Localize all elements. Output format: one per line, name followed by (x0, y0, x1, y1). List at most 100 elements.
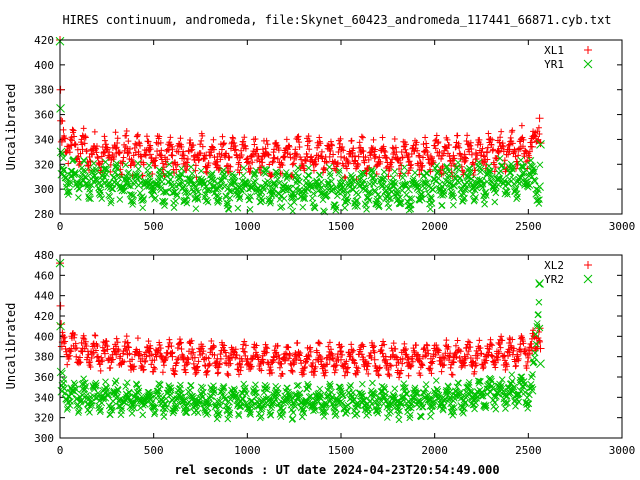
data-point-yr2 (516, 386, 526, 396)
data-point-yr1 (213, 183, 222, 193)
data-point-yr2 (471, 390, 481, 400)
y-tick-label: 340 (34, 391, 54, 404)
data-point-xl1 (100, 147, 109, 156)
data-point-yr1 (145, 181, 155, 190)
data-point-xl1 (157, 151, 166, 160)
data-point-yr2 (89, 391, 99, 401)
data-point-xl2 (168, 352, 177, 361)
data-point-yr1 (57, 169, 67, 179)
data-point-yr1 (392, 186, 402, 195)
series-yr2 (55, 258, 545, 424)
data-point-xl1 (536, 139, 545, 148)
data-point-yr1 (404, 184, 413, 194)
data-point-yr2 (134, 395, 144, 404)
data-point-xl2 (123, 350, 132, 359)
data-point-yr1 (269, 184, 278, 194)
data-point-yr2 (168, 396, 177, 405)
data-point-yr1 (246, 183, 256, 193)
y-tick-label: 340 (34, 133, 54, 146)
y-tick-label: 400 (34, 59, 54, 72)
data-point-xl1 (370, 154, 379, 163)
data-point-xl2 (157, 352, 166, 361)
data-point-yr2 (370, 397, 380, 406)
data-point-yr1 (56, 147, 66, 157)
x-tick-label: 0 (57, 444, 64, 457)
chart-title: HIRES continuum, andromeda, file:Skynet_… (62, 13, 611, 27)
data-point-yr1 (201, 182, 211, 192)
data-point-xl1 (292, 152, 301, 161)
data-point-xl1 (471, 149, 480, 158)
data-point-yr2 (224, 397, 233, 406)
data-point-xl1 (381, 154, 390, 163)
data-point-xl2 (337, 355, 345, 364)
data-point-xl2 (134, 351, 143, 360)
data-point-yr1 (449, 181, 458, 190)
data-point-xl1 (393, 154, 402, 163)
data-point-yr2 (325, 397, 335, 406)
data-point-yr1 (359, 184, 368, 194)
data-point-xl1 (325, 152, 334, 161)
data-point-xl2 (89, 348, 98, 357)
data-point-yr1 (314, 186, 323, 195)
y-tick-label: 360 (34, 109, 54, 122)
data-point-xl2 (505, 348, 514, 357)
data-point-yr1 (134, 181, 144, 190)
y-tick-label: 460 (34, 269, 54, 282)
y-axis-label-top: Uncalibrated (4, 84, 18, 171)
data-point-xl2 (393, 355, 402, 364)
data-point-yr1 (100, 178, 110, 188)
data-point-xl2 (202, 353, 211, 362)
data-point-xl1 (348, 152, 357, 161)
data-point-yr2 (415, 396, 425, 405)
data-point-yr1 (471, 178, 481, 188)
x-tick-label: 3000 (609, 444, 636, 457)
data-point-yr2 (190, 396, 200, 405)
data-point-xl1 (337, 152, 345, 161)
data-point-yr1 (460, 179, 469, 189)
data-point-yr2 (302, 397, 312, 406)
series-xl2 (56, 259, 545, 381)
data-point-yr1 (78, 176, 87, 185)
data-point-xl2 (438, 353, 447, 362)
data-point-yr2 (494, 388, 503, 398)
data-point-yr2 (56, 321, 65, 331)
data-point-xl1 (213, 152, 222, 161)
data-point-xl1 (460, 150, 469, 159)
data-point-yr1 (168, 182, 177, 192)
data-point-xl1 (202, 151, 211, 160)
x-tick-label: 0 (57, 220, 64, 233)
data-point-yr1 (111, 179, 121, 189)
data-point-yr1 (123, 179, 132, 189)
x-axis-label: rel seconds : UT date 2024-04-23T20:54:4… (174, 463, 499, 477)
plot-frame (59, 39, 623, 215)
data-point-yr2 (111, 393, 121, 403)
x-tick-label: 500 (144, 444, 164, 457)
data-point-yr1 (224, 183, 233, 193)
data-point-yr1 (347, 184, 357, 194)
data-point-yr1 (280, 184, 290, 194)
data-point-yr1 (190, 182, 200, 192)
data-point-xl1 (269, 154, 278, 163)
data-point-yr2 (535, 279, 544, 288)
data-point-xl1 (57, 116, 66, 125)
data-point-xl2 (269, 355, 278, 364)
y-tick-label: 380 (34, 351, 54, 364)
data-point-xl1 (112, 149, 121, 158)
data-point-xl1 (89, 146, 98, 155)
y-tick-label: 360 (34, 371, 54, 384)
data-point-xl1 (528, 142, 537, 151)
data-point-yr1 (415, 184, 425, 194)
data-point-xl1 (235, 152, 244, 161)
data-point-xl2 (471, 351, 480, 360)
data-point-xl2 (426, 354, 435, 363)
data-point-xl1 (56, 85, 65, 94)
data-point-yr2 (179, 396, 188, 405)
data-point-yr2 (449, 392, 458, 402)
data-point-xl2 (348, 355, 357, 364)
data-point-xl1 (145, 150, 154, 159)
data-point-yr2 (213, 397, 222, 406)
data-point-yr2 (347, 397, 357, 406)
x-tick-label: 2000 (421, 220, 448, 233)
y-tick-label: 300 (34, 432, 54, 445)
data-point-xl2 (258, 355, 267, 364)
